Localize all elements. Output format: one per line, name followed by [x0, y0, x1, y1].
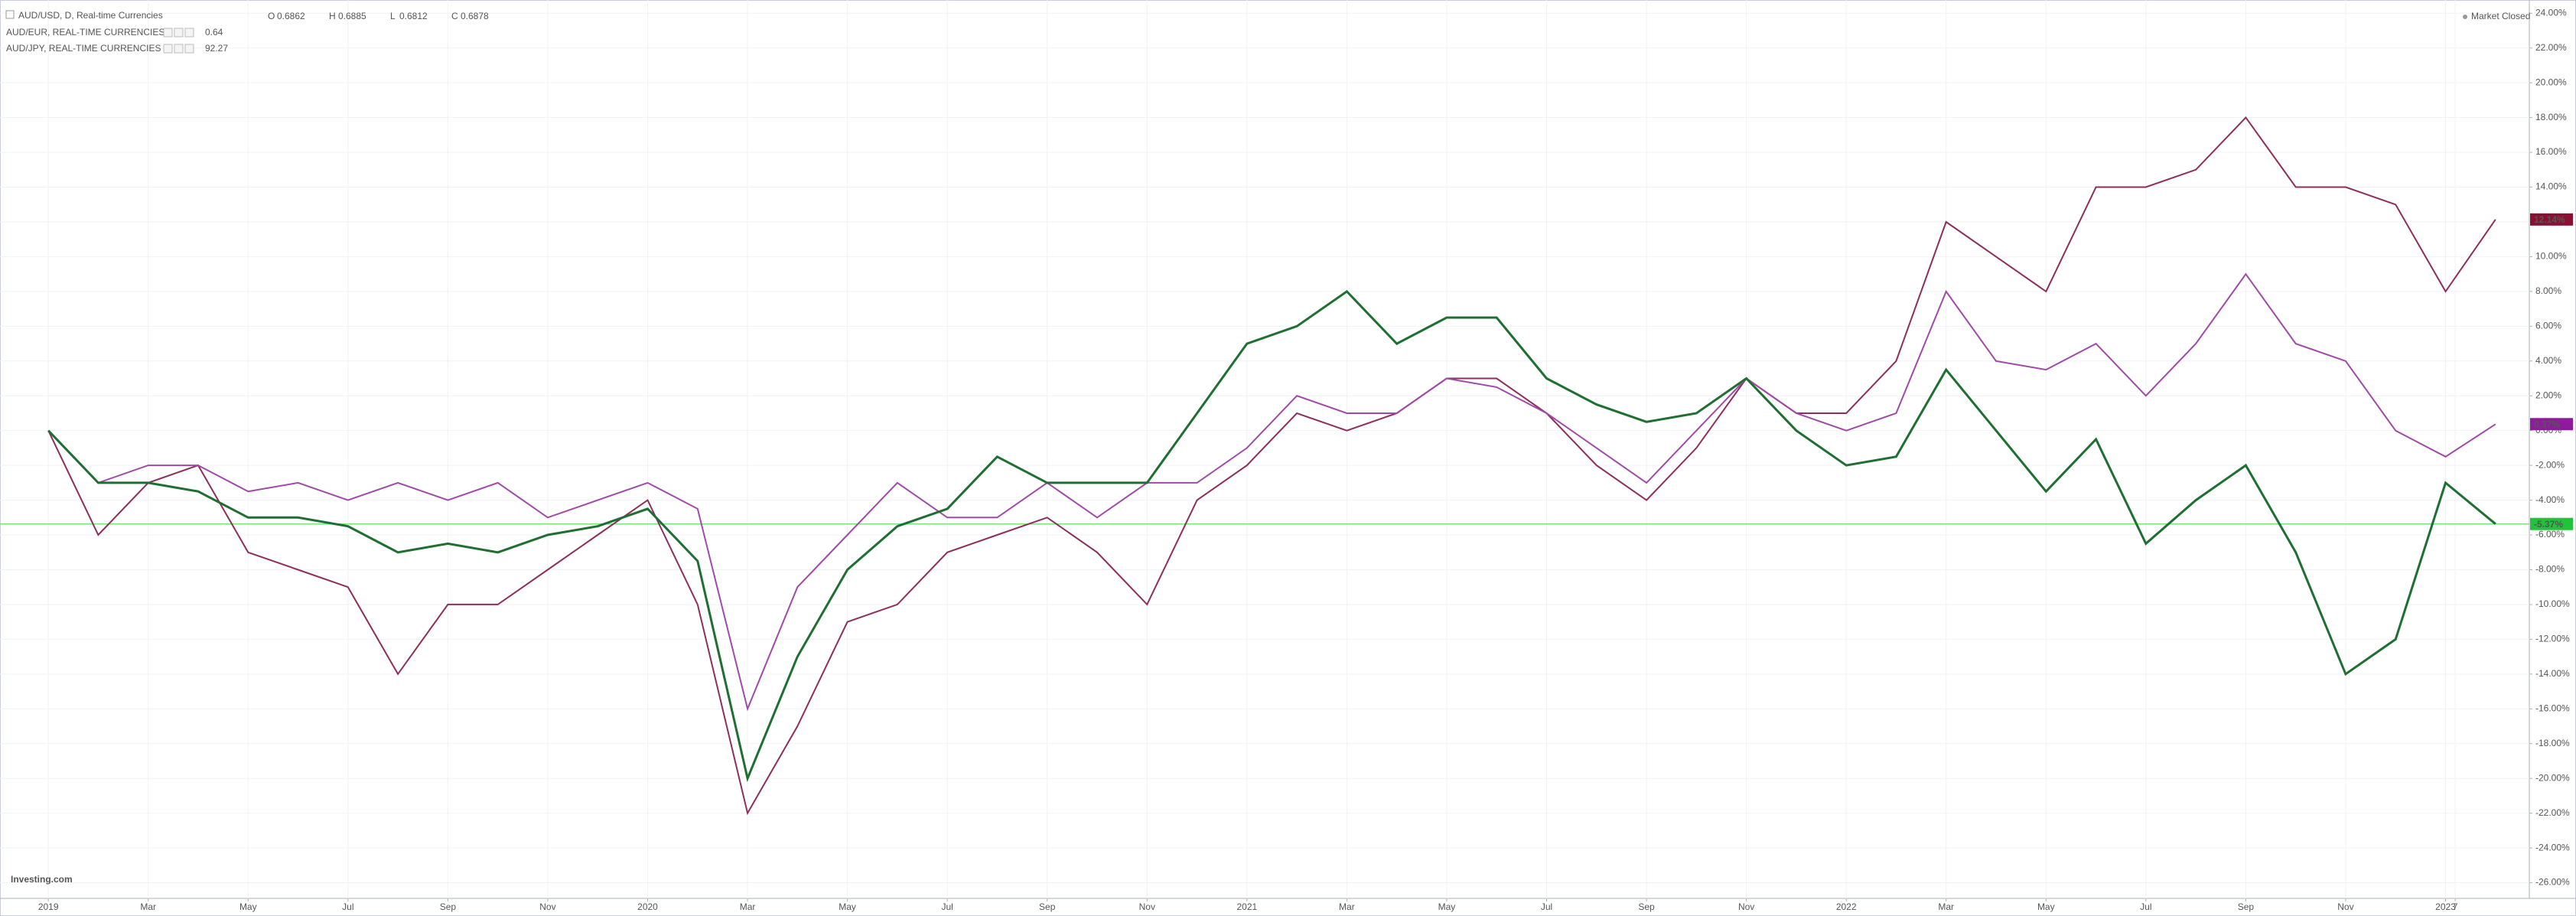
x-tick-label: 2023 [2435, 901, 2456, 912]
y-tick-label: -22.00% [2535, 807, 2570, 818]
x-tick-label: Nov [2337, 901, 2353, 912]
market-status: Market Closed [2471, 11, 2530, 21]
ohlc-key: L [390, 11, 396, 21]
x-tick-label: Nov [1738, 901, 1754, 912]
ohlc-value: 0.6862 [277, 11, 305, 21]
y-tick-label: 14.00% [2535, 181, 2567, 192]
series-line [47, 289, 2496, 783]
y-tick-label: -12.00% [2535, 634, 2570, 644]
legend-button[interactable] [184, 28, 194, 37]
watermark: Investing.com [11, 874, 73, 885]
y-tick-label: 24.00% [2535, 7, 2567, 18]
y-tick-label: -8.00% [2535, 564, 2565, 575]
x-tick-label: Sep [440, 901, 457, 912]
legend-price: 92.27 [205, 43, 228, 54]
x-tick-label: Mar [1339, 901, 1355, 912]
y-tick-label: -24.00% [2535, 842, 2570, 852]
x-tick-label: May [839, 901, 856, 912]
price-tag-label: 0.37% [2534, 419, 2560, 429]
x-tick-label: Jul [1541, 901, 1552, 912]
x-tick-label: May [1438, 901, 1456, 912]
ohlc-key: C [451, 11, 458, 21]
x-tick-label: 2019 [38, 901, 59, 912]
y-tick-label: 22.00% [2535, 42, 2567, 53]
x-tick-label: Mar [1938, 901, 1954, 912]
series-line [47, 272, 2496, 712]
y-tick-label: -20.00% [2535, 772, 2570, 783]
series-line [47, 116, 2496, 816]
x-tick-label: May [2037, 901, 2055, 912]
y-tick-label: 2.00% [2535, 390, 2561, 400]
y-tick-label: 16.00% [2535, 146, 2567, 157]
ohlc-value: 0.6885 [338, 11, 366, 21]
y-tick-label: 18.00% [2535, 112, 2567, 122]
price-tag [2530, 418, 2573, 431]
legend-button[interactable] [163, 28, 173, 37]
y-tick-label: 8.00% [2535, 285, 2561, 296]
price-tag-label: -5.37% [2534, 519, 2563, 530]
x-tick-label: Jul [941, 901, 953, 912]
x-tick-label: Jul [2140, 901, 2151, 912]
x-tick-label: 2021 [1236, 901, 1257, 912]
x-tick-label: Sep [1638, 901, 1655, 912]
x-tick-label: 7 [2453, 901, 2458, 912]
legend-button[interactable] [184, 44, 194, 54]
legend-button[interactable] [174, 44, 184, 54]
x-tick-label: Sep [2238, 901, 2255, 912]
y-tick-label: -16.00% [2535, 702, 2570, 713]
legend-button[interactable] [174, 28, 184, 37]
legend-name: AUD/JPY, REAL-TIME CURRENCIES [6, 43, 161, 54]
series-name: AUD/USD, D, Real-time Currencies [18, 10, 163, 21]
price-tag [2530, 213, 2573, 226]
y-tick-label: -10.00% [2535, 598, 2570, 609]
ohlc-value: 0.6812 [399, 11, 428, 21]
x-tick-label: Nov [1139, 901, 1155, 912]
x-tick-label: 2020 [637, 901, 658, 912]
y-tick-label: -2.00% [2535, 459, 2565, 470]
legend-box [5, 10, 15, 19]
y-tick-label: -14.00% [2535, 668, 2570, 679]
y-tick-label: -18.00% [2535, 738, 2570, 748]
legend-name: AUD/EUR, REAL-TIME CURRENCIES [6, 27, 164, 37]
legend-button[interactable] [163, 44, 173, 54]
x-tick-label: Jul [342, 901, 353, 912]
ohlc-key: H [329, 11, 336, 21]
status-dot [2463, 15, 2467, 19]
x-tick-label: Sep [1039, 901, 1056, 912]
legend-price: 0.64 [205, 27, 223, 37]
x-tick-label: 2022 [1836, 901, 1857, 912]
y-tick-label: 10.00% [2535, 251, 2567, 262]
y-tick-label: -4.00% [2535, 494, 2565, 505]
x-tick-label: Nov [539, 901, 555, 912]
y-tick-label: 20.00% [2535, 77, 2567, 87]
x-tick-label: May [239, 901, 257, 912]
y-tick-label: 6.00% [2535, 321, 2561, 331]
y-tick-label: 4.00% [2535, 355, 2561, 366]
price-tag [2530, 517, 2573, 530]
ohlc-key: O [268, 11, 275, 21]
x-tick-label: Mar [740, 901, 756, 912]
ohlc-value: 0.6878 [461, 11, 489, 21]
x-tick-label: Mar [140, 901, 156, 912]
y-tick-label: -26.00% [2535, 877, 2570, 888]
y-tick-label: -6.00% [2535, 529, 2565, 539]
price-tag-label: 12.14% [2534, 214, 2565, 225]
